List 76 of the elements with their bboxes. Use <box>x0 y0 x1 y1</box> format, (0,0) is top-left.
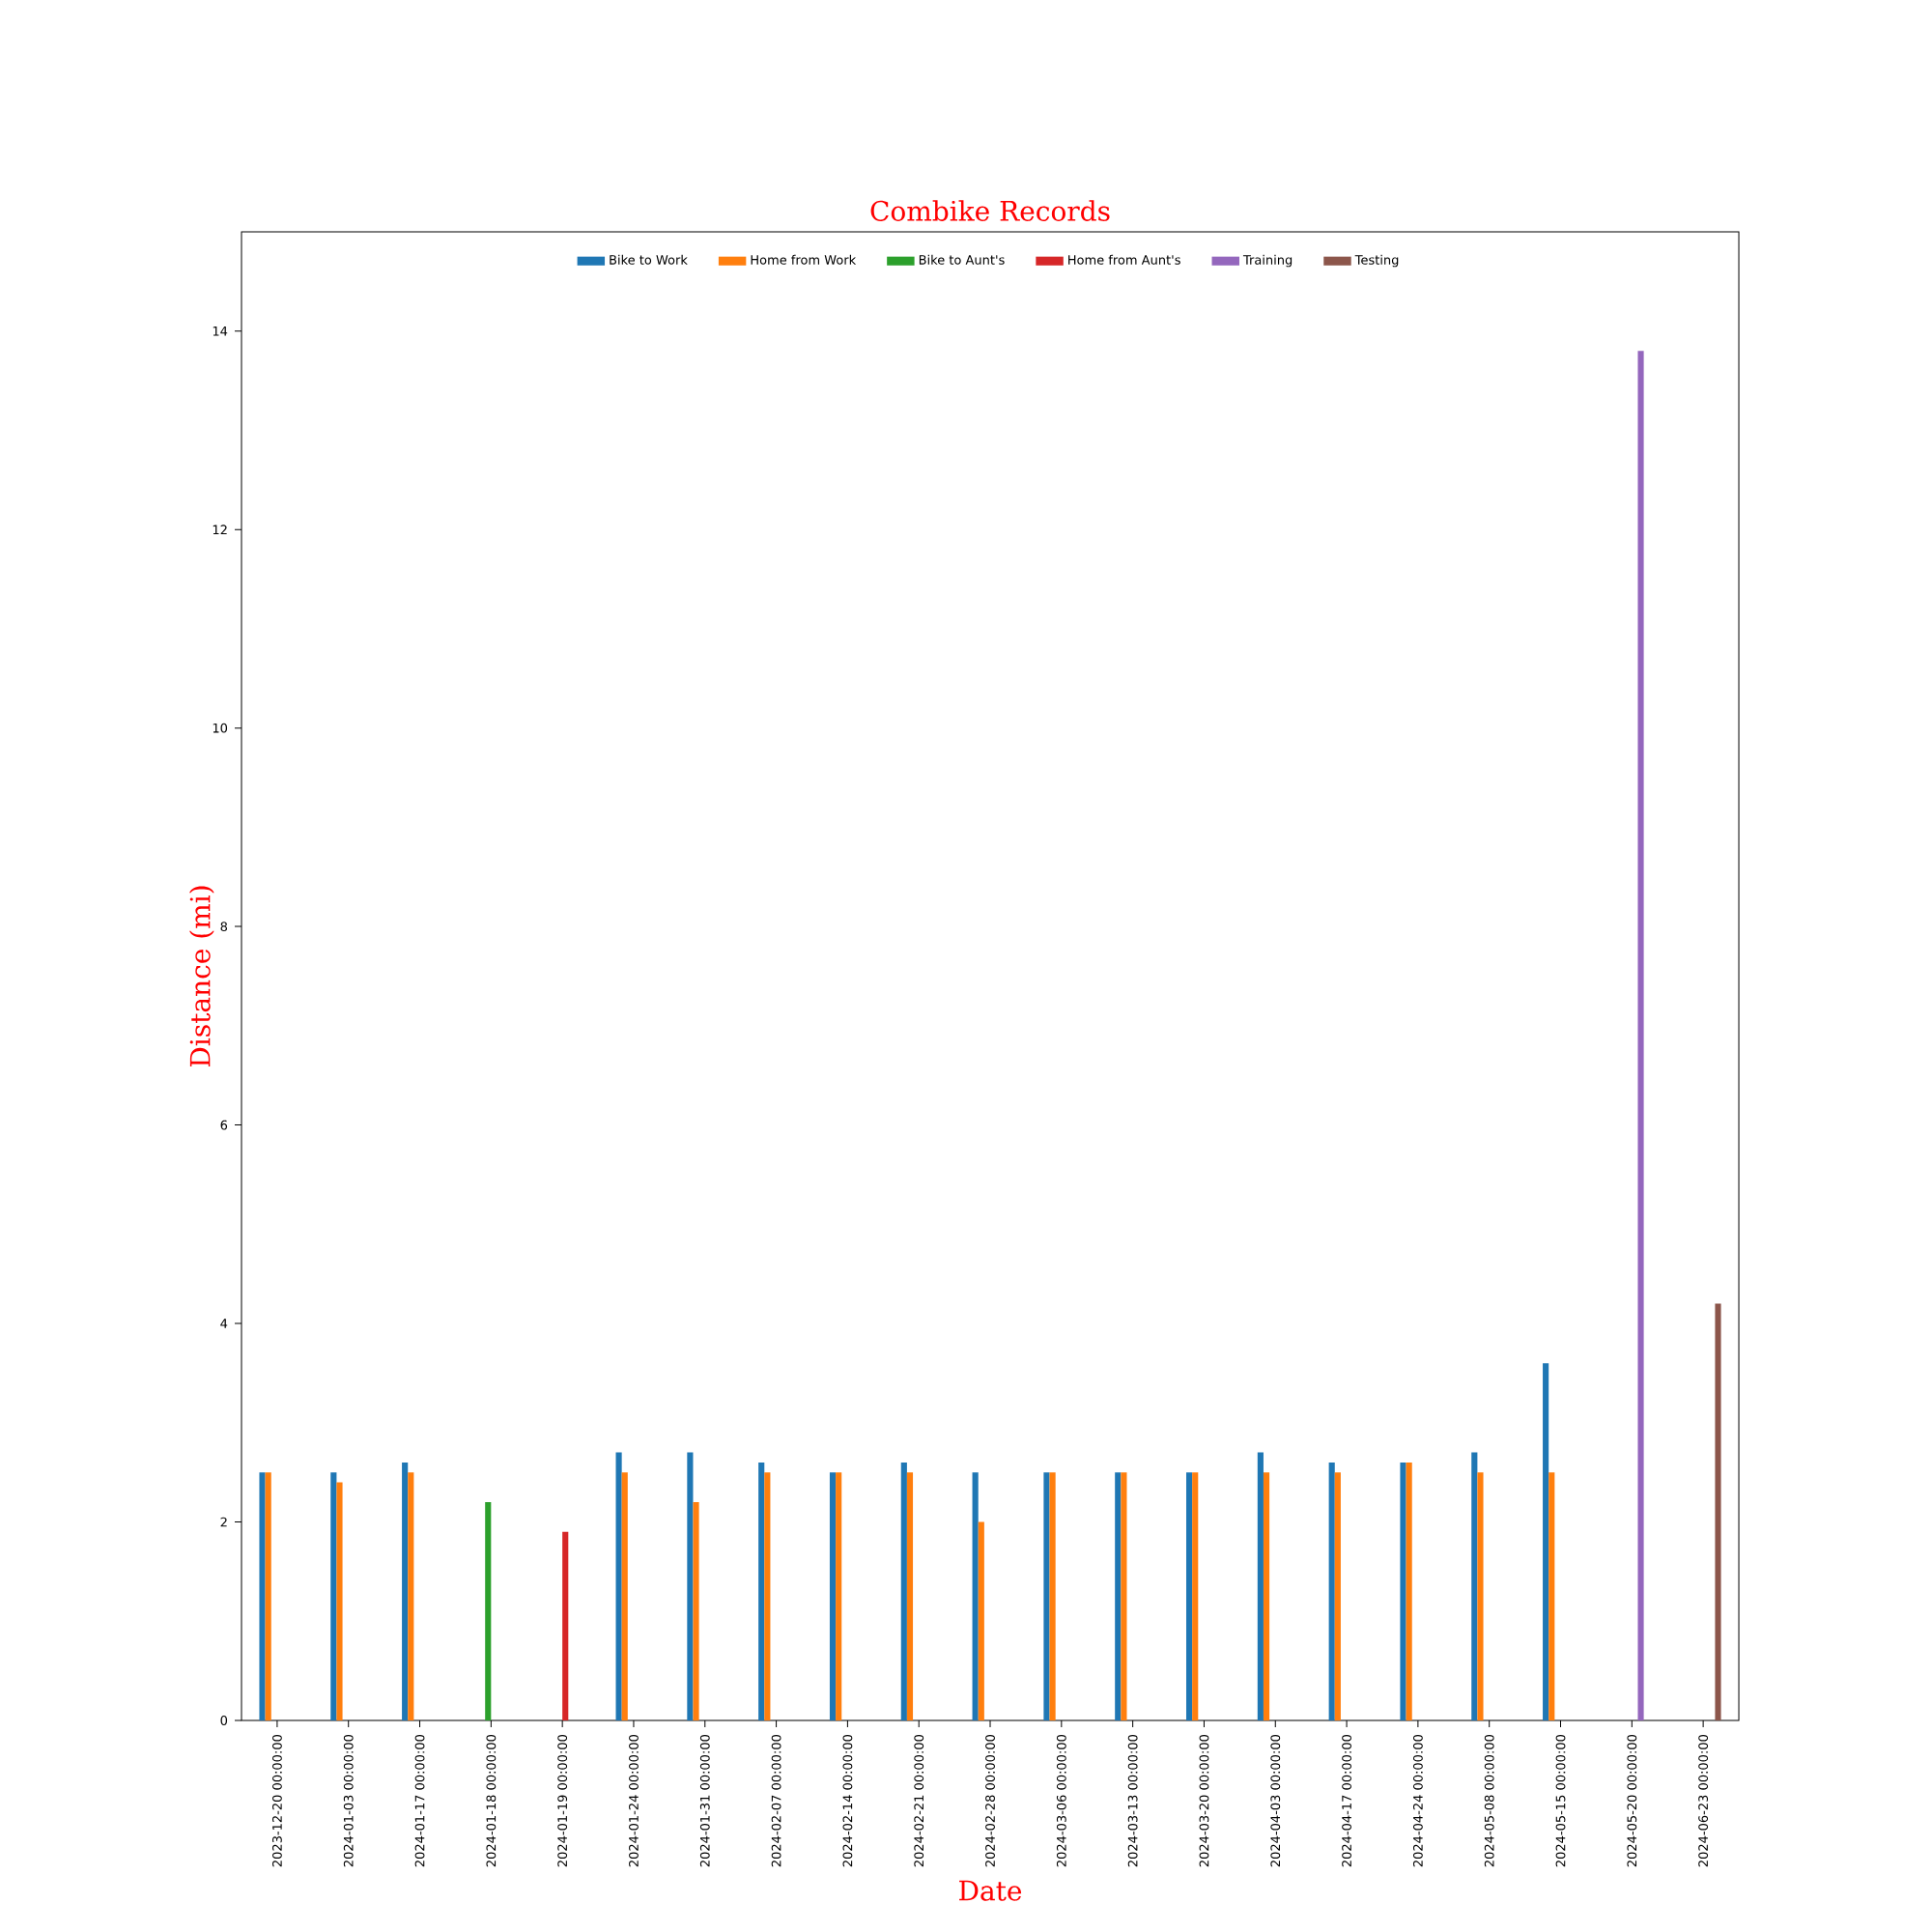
bar <box>615 1452 622 1720</box>
bar <box>829 1472 837 1720</box>
y-tick-label: 14 <box>213 326 228 336</box>
bar <box>764 1472 771 1720</box>
bar <box>836 1472 842 1720</box>
bar <box>1328 1462 1335 1720</box>
bar <box>1637 351 1644 1720</box>
legend-label: Bike to Aunt's <box>919 254 1005 265</box>
x-tick-label: 2024-06-23 00:00:00 <box>1698 1734 1709 1867</box>
x-tick-label: 2024-04-03 00:00:00 <box>1270 1734 1281 1867</box>
x-tick-label: 2024-01-17 00:00:00 <box>414 1734 425 1867</box>
y-tick-label: 12 <box>213 525 227 534</box>
bar <box>259 1472 266 1720</box>
x-tick-label: 2024-01-18 00:00:00 <box>486 1734 497 1867</box>
x-tick-label: 2024-02-21 00:00:00 <box>914 1734 924 1867</box>
legend-label: Testing <box>1354 254 1399 268</box>
bar <box>1334 1472 1341 1720</box>
y-tick-label: 6 <box>220 1120 228 1130</box>
y-tick-label: 0 <box>220 1716 228 1725</box>
bar <box>758 1462 765 1720</box>
bar <box>1257 1452 1264 1720</box>
bar <box>621 1472 628 1720</box>
bar <box>972 1472 979 1720</box>
legend-label: Home from Aunt's <box>1068 254 1180 265</box>
x-tick-label: 2024-02-28 00:00:00 <box>985 1734 995 1867</box>
bar <box>1715 1303 1721 1720</box>
bar <box>1471 1452 1478 1720</box>
bar <box>906 1472 914 1720</box>
bar <box>562 1531 569 1720</box>
bar <box>1043 1472 1050 1720</box>
x-tick-label: 2024-02-14 00:00:00 <box>842 1734 853 1867</box>
y-tick-label: 8 <box>220 922 228 932</box>
bar <box>1121 1472 1127 1720</box>
x-tick-label: 2024-01-31 00:00:00 <box>699 1734 710 1867</box>
bar <box>687 1452 694 1720</box>
y-tick-label: 4 <box>220 1319 228 1328</box>
x-tick-label: 2024-02-07 00:00:00 <box>771 1734 781 1867</box>
bar <box>1186 1472 1193 1720</box>
x-tick-label: 2024-01-19 00:00:00 <box>557 1734 568 1867</box>
x-tick-label: 2024-03-06 00:00:00 <box>1056 1734 1066 1867</box>
x-tick-label: 2024-01-03 00:00:00 <box>343 1734 354 1867</box>
legend-label: Training <box>1242 254 1293 268</box>
bar <box>1192 1472 1199 1720</box>
x-axis-title: Date <box>959 1880 1022 1901</box>
x-tick-label: 2023-12-20 00:00:00 <box>272 1734 282 1867</box>
bar <box>265 1472 271 1720</box>
bar <box>408 1472 414 1720</box>
bar <box>978 1521 984 1720</box>
bar <box>1548 1472 1555 1720</box>
x-tick-label: 2024-03-13 00:00:00 <box>1127 1734 1138 1867</box>
bar <box>1263 1472 1270 1720</box>
bar <box>1406 1462 1412 1720</box>
legend-label: Home from Work <box>751 254 857 265</box>
legend-label: Bike to Work <box>610 254 688 265</box>
bar <box>900 1462 907 1720</box>
x-tick-label: 2024-01-24 00:00:00 <box>629 1734 639 1867</box>
bar <box>1477 1472 1484 1720</box>
x-tick-label: 2024-03-20 00:00:00 <box>1199 1734 1209 1867</box>
bar <box>485 1501 492 1720</box>
y-axis-title: Distance (mi) <box>189 886 214 1067</box>
bar <box>693 1501 699 1720</box>
bar <box>336 1482 343 1720</box>
chart-title: Combike Records <box>870 200 1110 221</box>
y-tick-label: 2 <box>220 1517 227 1527</box>
x-tick-label: 2024-05-20 00:00:00 <box>1627 1734 1637 1867</box>
x-tick-label: 2024-05-15 00:00:00 <box>1555 1734 1566 1867</box>
y-tick-label: 10 <box>213 723 228 733</box>
x-tick-label: 2024-05-08 00:00:00 <box>1484 1734 1494 1867</box>
bar <box>1543 1363 1549 1720</box>
bar <box>1049 1472 1056 1720</box>
x-tick-label: 2024-04-17 00:00:00 <box>1342 1734 1351 1867</box>
bar <box>1115 1472 1122 1720</box>
bar <box>330 1472 337 1720</box>
x-tick-label: 2024-04-24 00:00:00 <box>1412 1734 1423 1867</box>
bar <box>1400 1462 1406 1720</box>
bar <box>402 1462 409 1720</box>
